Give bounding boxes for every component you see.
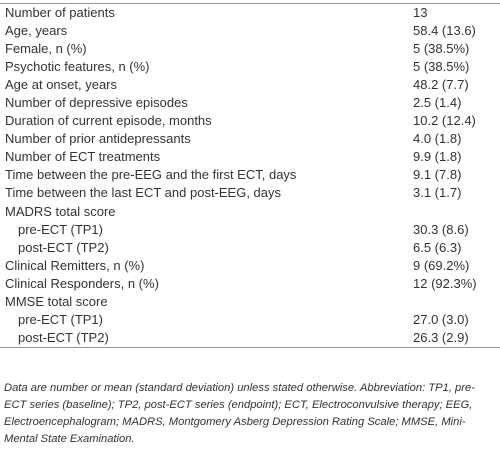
row-label: pre-ECT (TP1) (18, 311, 103, 327)
row-label: Time between the last ECT and post-EEG, … (5, 185, 282, 201)
row-value: 58.4 (13.6) (413, 23, 476, 39)
row-value: 9 (69.2%) (413, 257, 470, 273)
row-label: Number of ECT treatments (5, 149, 161, 165)
row-value: 27.0 (3.0) (413, 311, 469, 327)
row-value: 5 (38.5%) (413, 59, 470, 75)
table-row: pre-ECT (TP1) 30.3 (8.6) (0, 221, 500, 239)
row-label: Duration of current episode, months (5, 113, 212, 129)
table-row: Age at onset, years 48.2 (7.7) (0, 76, 500, 94)
row-label: Number of depressive episodes (5, 95, 188, 111)
table-row: post-ECT (TP2) 26.3 (2.9) (0, 329, 500, 347)
table-row: Number of ECT treatments 9.9 (1.8) (0, 148, 500, 166)
row-label: Clinical Remitters, n (%) (5, 257, 145, 273)
row-value: 2.5 (1.4) (413, 95, 462, 111)
row-label: post-ECT (TP2) (18, 239, 109, 255)
table-row: pre-ECT (TP1) 27.0 (3.0) (0, 311, 500, 329)
row-label: Age at onset, years (5, 77, 118, 93)
row-value: 48.2 (7.7) (413, 77, 469, 93)
table-row: Clinical Remitters, n (%) 9 (69.2%) (0, 257, 500, 275)
table-row: Clinical Responders, n (%) 12 (92.3%) (0, 275, 500, 293)
row-value: 30.3 (8.6) (413, 221, 469, 237)
table-row: Number of patients 13 (0, 4, 500, 22)
table-row: Psychotic features, n (%) 5 (38.5%) (0, 58, 500, 76)
row-value: 13 (413, 5, 428, 20)
row-label: Number of prior antidepressants (5, 131, 191, 147)
row-value: 5 (38.5%) (413, 41, 470, 57)
row-label: post-ECT (TP2) (18, 329, 109, 345)
row-label: Female, n (%) (5, 41, 87, 57)
row-value: 26.3 (2.9) (413, 329, 469, 345)
table: Number of patients 13 Age, years 58.4 (13.6… (0, 3, 500, 348)
row-label: Age, years (5, 23, 68, 39)
table-row: MMSE total score (0, 293, 500, 311)
row-value: 6.5 (6.3) (413, 239, 462, 255)
footnote: Data are number or mean (standard deviat… (4, 382, 475, 445)
row-value: 12 (92.3%) (413, 275, 477, 291)
row-value: 4.0 (1.8) (413, 131, 462, 147)
table-row: Time between the pre-EEG and the first E… (0, 166, 500, 184)
table-row: Number of prior antidepressants 4.0 (1.8) (0, 130, 500, 148)
row-label: Time between the pre-EEG and the first E… (5, 167, 297, 183)
table-row: Female, n (%) 5 (38.5%) (0, 40, 500, 58)
row-value: 9.9 (1.8) (413, 149, 462, 165)
table-row: Duration of current episode, months 10.2 … (0, 112, 500, 130)
row-label: Number of patients (5, 5, 115, 20)
row-label: pre-ECT (TP1) (18, 221, 103, 237)
table-row: Number of depressive episodes 2.5 (1.4) (0, 94, 500, 112)
table-row: MADRS total score (0, 203, 500, 221)
table-row: post-ECT (TP2) 6.5 (6.3) (0, 239, 500, 257)
table-row: Time between the last ECT and post-EEG, … (0, 184, 500, 202)
row-value: 3.1 (1.7) (413, 185, 462, 201)
row-label: Psychotic features, n (%) (5, 59, 150, 75)
row-label: MADRS total score (5, 203, 116, 219)
row-label: Clinical Responders, n (%) (5, 275, 159, 291)
row-value: 9.1 (7.8) (413, 167, 462, 183)
row-label: MMSE total score (5, 293, 108, 309)
row-value: 10.2 (12.4) (413, 113, 476, 129)
table-row: Age, years 58.4 (13.6) (0, 22, 500, 40)
